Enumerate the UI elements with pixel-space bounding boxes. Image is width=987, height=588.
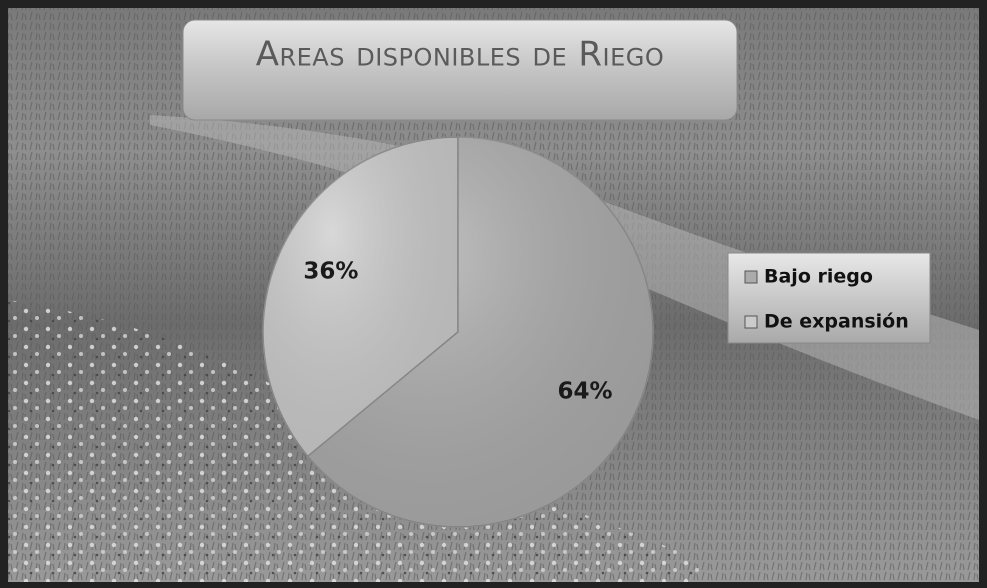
legend-label: De expansión [764,311,909,333]
data-label: 36% [303,259,358,285]
legend-box [727,252,931,344]
legend-swatch [744,270,758,284]
slice-shine [262,137,458,457]
slice-shine [307,137,653,527]
pie [262,136,654,528]
chart-title: Areas disponibles de Riego [256,35,665,75]
legend-swatch [744,315,758,329]
data-label: 64% [558,378,613,404]
title-box [182,19,738,121]
legend-label: Bajo riego [764,266,873,288]
